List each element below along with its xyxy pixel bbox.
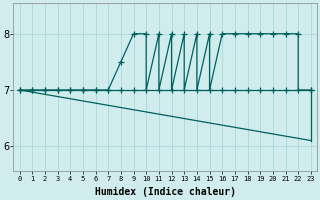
X-axis label: Humidex (Indice chaleur): Humidex (Indice chaleur) [95,187,236,197]
